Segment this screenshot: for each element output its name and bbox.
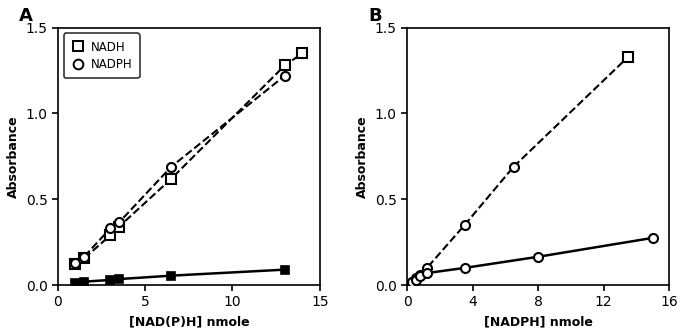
Y-axis label: Absorbance: Absorbance	[356, 115, 369, 198]
Legend: NADH, NADPH: NADH, NADPH	[64, 34, 140, 78]
Y-axis label: Absorbance: Absorbance	[7, 115, 20, 198]
Text: A: A	[18, 7, 32, 25]
Text: B: B	[368, 7, 382, 25]
X-axis label: [NAD(P)H] nmole: [NAD(P)H] nmole	[129, 315, 249, 328]
X-axis label: [NADPH] nmole: [NADPH] nmole	[484, 315, 593, 328]
